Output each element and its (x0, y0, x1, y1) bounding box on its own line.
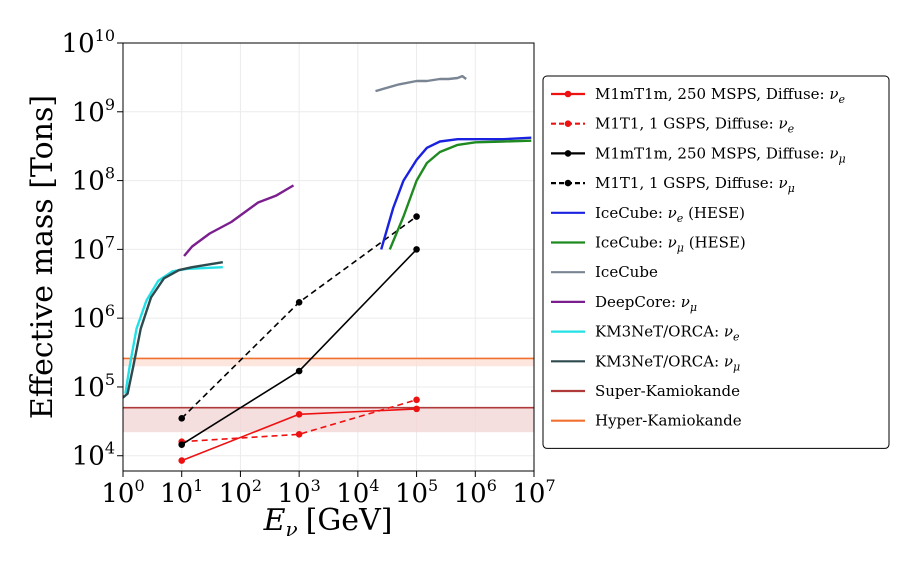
x-tick-label-0: 100 (101, 476, 144, 509)
data-point (295, 367, 303, 375)
x-tick-label-6: 106 (454, 476, 497, 509)
band-fill (123, 358, 534, 367)
series-4 (380, 136, 532, 250)
legend-entry-11: Hyper-Kamiokande (551, 412, 742, 430)
data-point (178, 415, 186, 422)
data-point (295, 411, 303, 418)
grid-lines (122, 42, 535, 471)
legend-entry-4: IceCube: νe (HESE) (551, 204, 745, 225)
series-line (183, 184, 295, 257)
series-5 (388, 139, 532, 250)
legend-entry-0: M1mT1m, 250 MSPS, Diffuse: νe (551, 85, 846, 106)
series-line (123, 261, 223, 399)
legend-marker (564, 150, 572, 157)
legend-label: M1mT1m, 250 MSPS, Diffuse: νμ (595, 144, 846, 165)
data-point (295, 430, 303, 438)
x-axis-title: Eν [GeV] (263, 503, 393, 541)
legend-entry-3: M1T1, 1 GSPS, Diffuse: νμ (551, 174, 795, 195)
x-tick-label-1: 101 (160, 476, 203, 509)
x-tick-label-7: 107 (512, 476, 555, 509)
data-point (295, 299, 303, 306)
legend-label: KM3NeT/ORCA: νμ (595, 352, 740, 373)
data-series (123, 74, 532, 464)
legend-label: IceCube (595, 263, 658, 281)
series-line (380, 136, 532, 250)
legend-entry-6: IceCube (551, 263, 658, 281)
legend: M1mT1m, 250 MSPS, Diffuse: νe M1T1, 1 GSP… (542, 75, 890, 449)
x-tick-label-2: 102 (219, 476, 262, 509)
series-9 (123, 261, 223, 399)
series-7 (183, 184, 295, 257)
x-tick-label-3: 103 (278, 476, 321, 509)
band-hyper-kamiokande (123, 357, 534, 367)
legend-marker (564, 120, 572, 127)
series-3 (178, 213, 420, 422)
series-6 (375, 74, 467, 93)
legend-entry-9: KM3NeT/ORCA: νμ (551, 352, 740, 373)
legend-label: KM3NeT/ORCA: νe (595, 323, 740, 344)
legend-label: M1T1, 1 GSPS, Diffuse: νμ (595, 174, 795, 195)
legend-entry-7: DeepCore: νμ (551, 293, 697, 314)
data-point (413, 246, 420, 253)
detector-bands (123, 357, 534, 433)
y-tick-label-1: 105 (72, 370, 115, 403)
legend-entry-8: KM3NeT/ORCA: νe (551, 323, 740, 344)
plot-frame (122, 42, 535, 472)
data-point (413, 405, 420, 413)
y-axis-title: Effective mass [Tons] (25, 95, 60, 419)
data-point (178, 457, 186, 464)
y-tick-label-0: 104 (72, 439, 115, 472)
series-2 (178, 246, 420, 448)
series-line (375, 74, 467, 93)
axis-ticks: 100 101 102 103 104 105 106 107 104 105 106 107 108 1… (62, 26, 556, 509)
x-tick-label-4: 104 (336, 476, 379, 509)
legend-entry-10: Super-Kamiokande (551, 382, 740, 400)
legend-label: M1mT1m, 250 MSPS, Diffuse: νe (595, 85, 846, 106)
legend-label: DeepCore: νμ (595, 293, 697, 314)
legend-entry-5: IceCube: νμ (HESE) (551, 234, 746, 255)
data-point (413, 396, 420, 404)
band-fill (123, 407, 534, 433)
legend-marker (564, 179, 572, 187)
y-tick-label-3: 107 (72, 232, 115, 265)
y-tick-label-4: 108 (72, 164, 115, 197)
x-tick-label-5: 105 (395, 476, 438, 509)
data-point (178, 441, 186, 448)
legend-box (542, 75, 890, 449)
band-super-kamiokande (123, 406, 534, 433)
legend-label: IceCube: νμ (HESE) (595, 234, 746, 255)
legend-label: IceCube: νe (HESE) (595, 204, 745, 225)
legend-label: Hyper-Kamiokande (595, 412, 742, 430)
series-line (388, 139, 532, 250)
legend-label: Super-Kamiokande (595, 382, 740, 400)
legend-marker (564, 90, 572, 98)
data-point (413, 213, 420, 220)
y-tick-label-2: 106 (72, 301, 115, 334)
y-tick-label-6: 1010 (62, 26, 115, 59)
series-0 (178, 405, 420, 464)
legend-entry-2: M1mT1m, 250 MSPS, Diffuse: νμ (551, 144, 846, 165)
legend-label: M1T1, 1 GSPS, Diffuse: νe (595, 115, 795, 136)
y-tick-label-5: 109 (72, 95, 115, 128)
legend-entry-1: M1T1, 1 GSPS, Diffuse: νe (551, 115, 795, 136)
